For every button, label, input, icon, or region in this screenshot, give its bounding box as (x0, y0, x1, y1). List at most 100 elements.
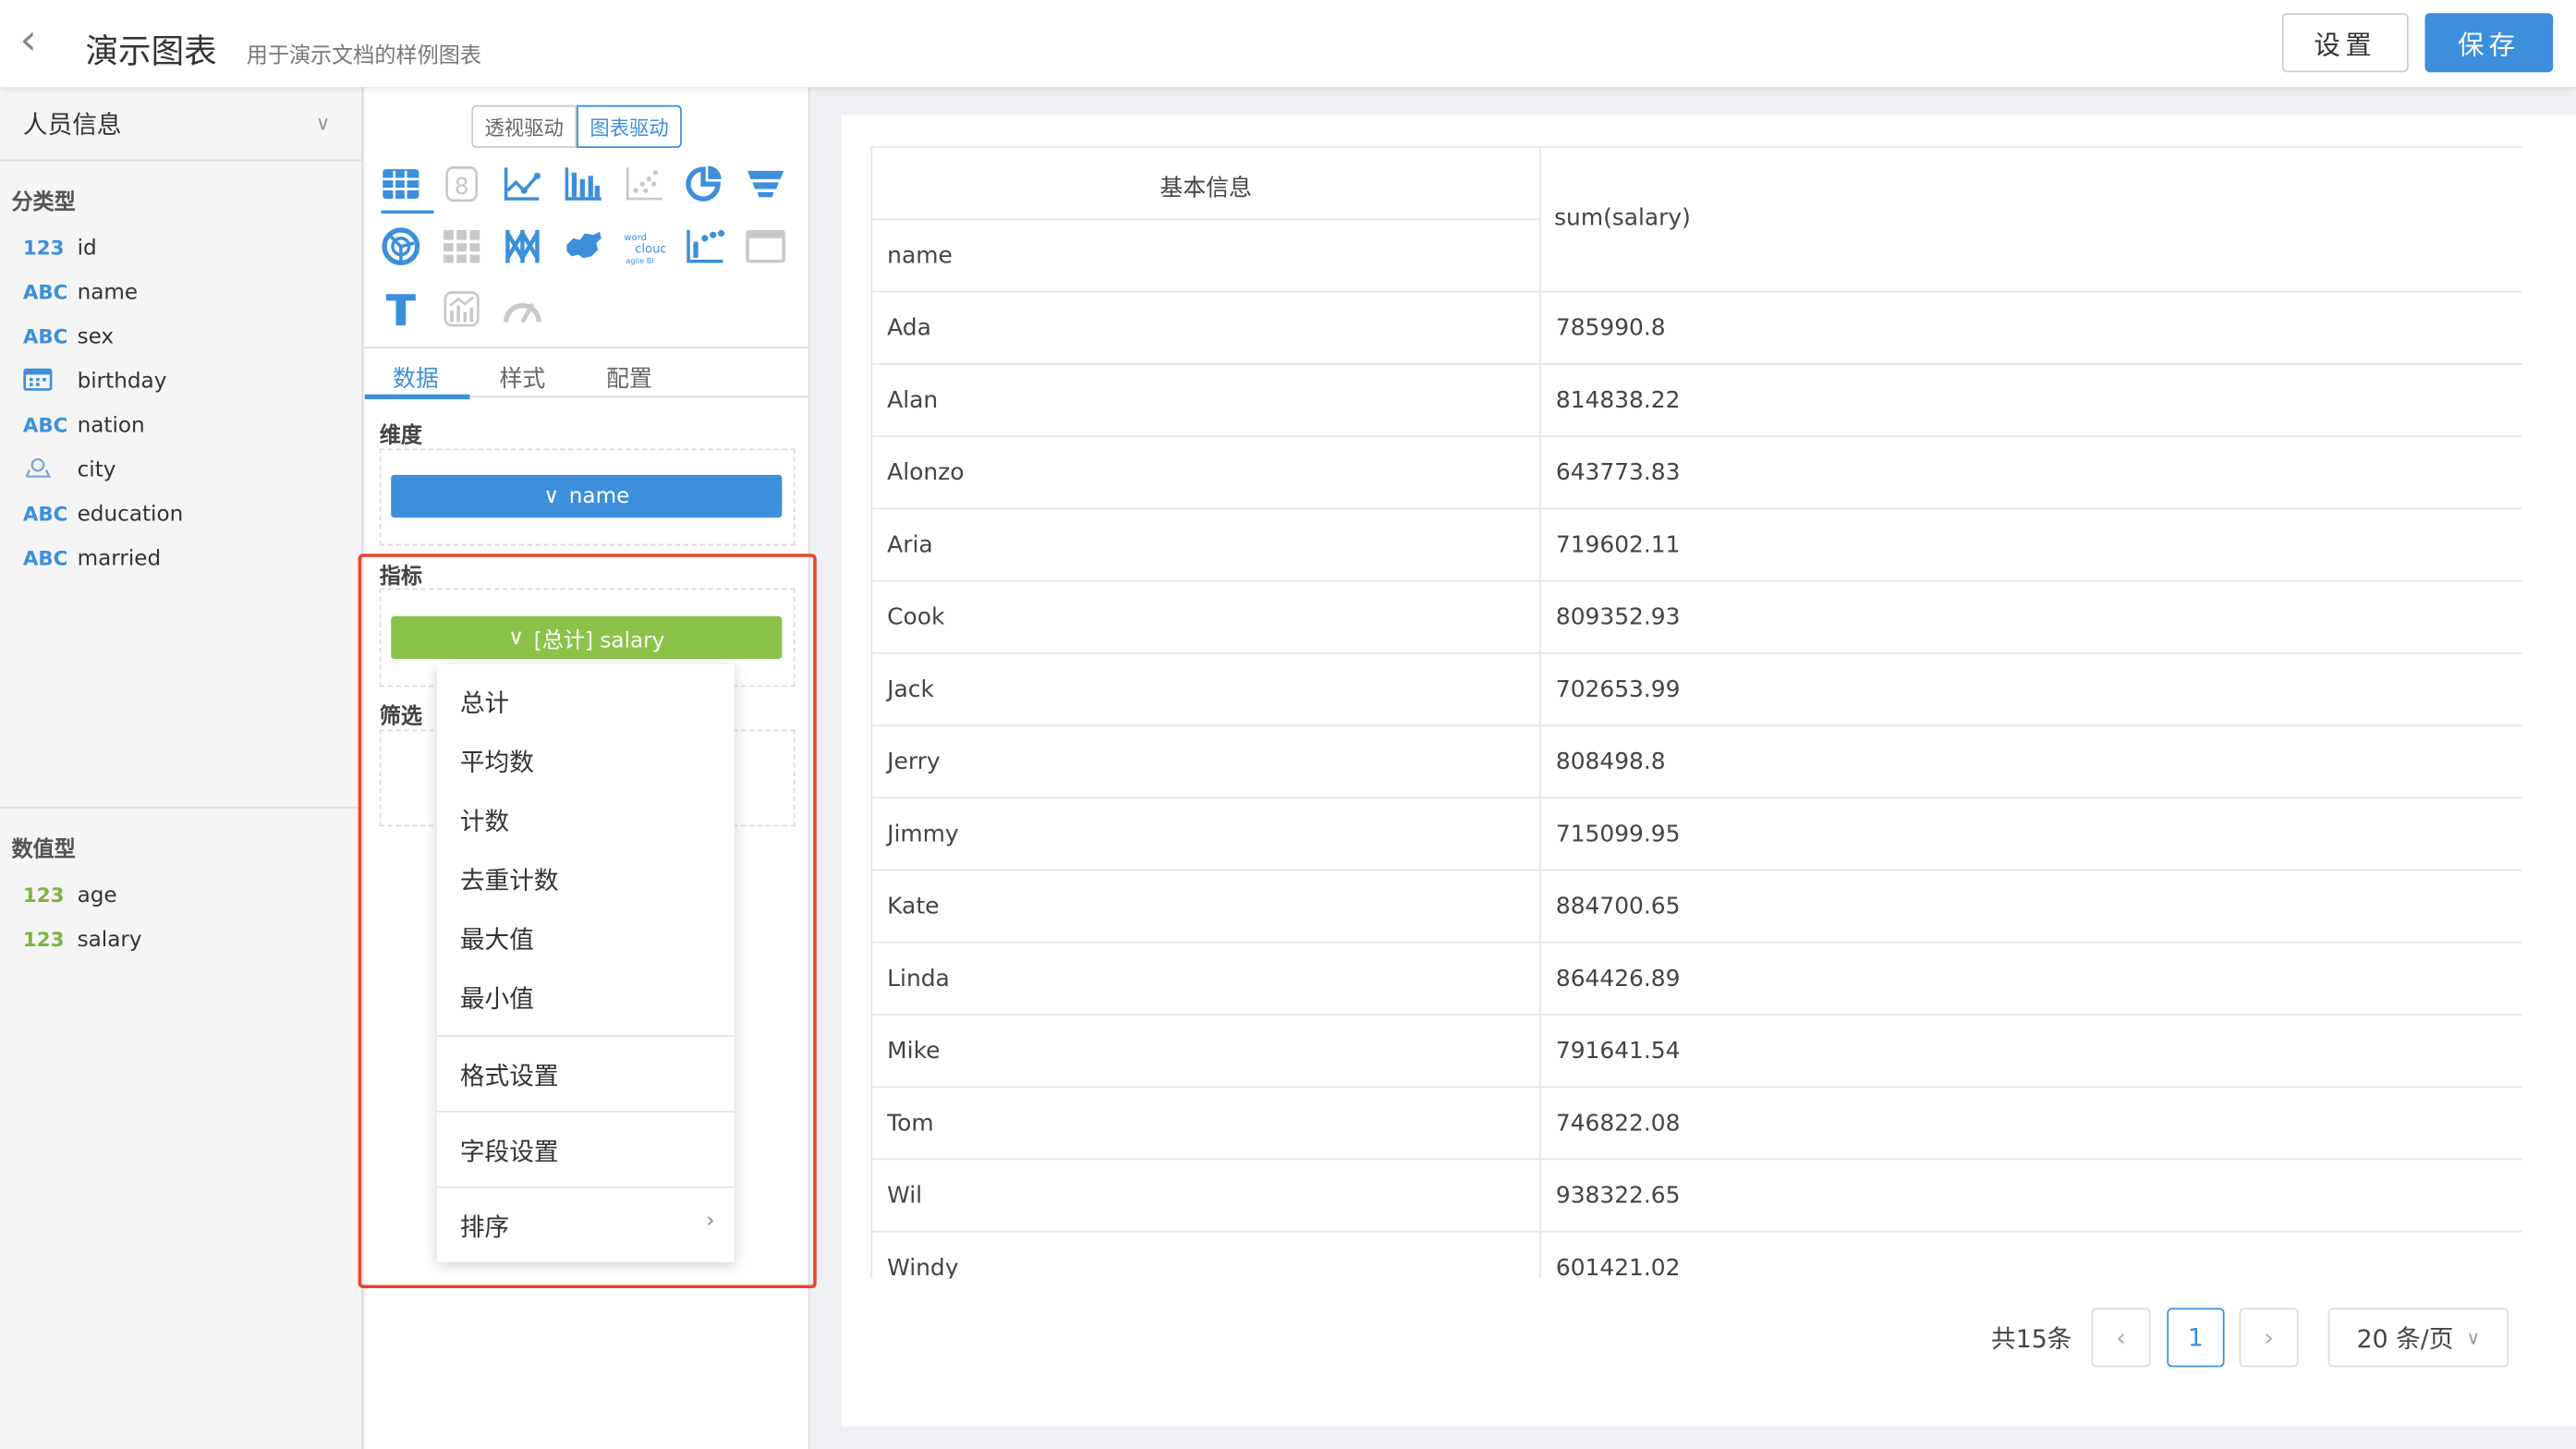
field-item-salary[interactable]: 123 salary (23, 923, 142, 956)
highlight-box (358, 554, 817, 1289)
menu-item-aggregation[interactable]: 计数 (459, 807, 510, 837)
field-item-birthday[interactable]: birthday (23, 365, 166, 398)
word-cloud-icon[interactable]: word cloud agile BI (623, 225, 666, 268)
dimension-pill[interactable]: ∨ name (391, 474, 783, 518)
chevron-down-icon: ∨ (315, 111, 331, 135)
tab-style[interactable]: 样式 (499, 366, 546, 393)
page-size-select[interactable]: 20 条/页 ∨ (2327, 1308, 2509, 1368)
heatmap-icon[interactable] (441, 225, 483, 268)
cell-name: Mike (887, 1038, 941, 1065)
column-header-sum-salary[interactable]: sum(salary) (1554, 205, 1691, 232)
settings-button[interactable]: 设置 (2281, 13, 2409, 73)
back-chevron-icon[interactable]: ‹ (19, 16, 37, 67)
cell-salary: 746822.08 (1555, 1110, 1681, 1138)
field-item-age[interactable]: 123 age (23, 879, 117, 912)
prev-page-button[interactable]: ‹ (2091, 1308, 2151, 1368)
text-icon[interactable] (380, 287, 422, 330)
funnel-icon[interactable] (744, 163, 786, 205)
china-map-icon[interactable] (562, 225, 604, 268)
field-item-sex[interactable]: ABC sex (23, 321, 114, 354)
field-type-badge: ABC (22, 414, 68, 437)
measure-pill[interactable]: ∨ [总计] salary (391, 615, 783, 660)
table-row: Linda 864426.89 (872, 944, 2522, 1016)
dimension-label: 维度 (379, 423, 422, 449)
menu-item-aggregation[interactable]: 去重计数 (459, 866, 559, 896)
field-name: city (77, 457, 116, 482)
bar-chart-icon[interactable] (562, 163, 604, 205)
field-type-badge: 123 (22, 883, 65, 907)
chart-drive-option[interactable]: 图表驱动 (577, 104, 682, 149)
dataset-select[interactable]: 人员信息 ∨ (0, 87, 363, 162)
next-page-button[interactable]: › (2239, 1308, 2299, 1368)
pivot-drive-option[interactable]: 透视驱动 (471, 104, 577, 149)
field-type-badge: ABC (22, 503, 68, 526)
menu-item-field[interactable]: 字段设置 (459, 1137, 559, 1167)
page-subtitle: 用于演示文档的样例图表 (246, 44, 482, 69)
menu-divider (436, 1186, 735, 1188)
menu-item-aggregation[interactable]: 最小值 (459, 984, 534, 1015)
menu-item-sort[interactable]: 排序 › (460, 1210, 715, 1244)
cell-name: Cook (887, 604, 945, 631)
table-row: Aria 719602.11 (872, 509, 2522, 582)
field-type-badge: 123 (22, 928, 65, 952)
cell-name: Kate (887, 894, 940, 920)
number-card-icon[interactable]: 8 (441, 163, 483, 205)
field-item-id[interactable]: 123 id (23, 232, 97, 265)
table-row: Jerry 808498.8 (872, 726, 2522, 799)
tab-data[interactable]: 数据 (392, 366, 439, 393)
table-row: Cook 809352.93 (872, 581, 2522, 654)
cell-salary: 601421.02 (1555, 1255, 1681, 1279)
tab-config[interactable]: 配置 (606, 366, 652, 393)
pie-chart-icon[interactable] (684, 163, 726, 205)
table-row: Tom 746822.08 (872, 1088, 2522, 1161)
cell-salary: 702653.99 (1555, 676, 1681, 704)
menu-item-format[interactable]: 格式设置 (459, 1061, 559, 1091)
scatter-icon[interactable] (623, 163, 665, 205)
config-tabs: 数据 样式 配置 (364, 347, 810, 398)
field-name: married (77, 546, 162, 571)
parallel-icon[interactable] (501, 225, 543, 268)
cell-name: Wil (887, 1183, 923, 1210)
field-name: sex (77, 324, 115, 349)
menu-item-aggregation[interactable]: 平均数 (459, 748, 534, 778)
active-tab-underline (364, 394, 470, 400)
page-size-value: 20 条/页 (2356, 1323, 2454, 1354)
line-chart-icon[interactable] (501, 163, 543, 205)
field-type-badge: ABC (22, 325, 68, 348)
combo-chart-icon[interactable] (441, 287, 483, 330)
numeric-group-label: 数值型 (11, 837, 76, 863)
dimension-dropzone[interactable] (379, 448, 796, 546)
categorical-group-label: 分类型 (11, 190, 76, 215)
group-header-text: 基本信息 (1160, 176, 1252, 202)
save-button[interactable]: 保存 (2424, 13, 2554, 73)
radar-icon[interactable] (380, 225, 422, 268)
cell-salary: 864426.89 (1555, 966, 1681, 992)
word-cloud-text: word (625, 233, 647, 243)
field-item-city[interactable]: city (23, 454, 116, 487)
page-1-button[interactable]: 1 (2167, 1308, 2225, 1368)
table-row: Mike 791641.54 (872, 1016, 2522, 1089)
cell-salary: 719602.11 (1555, 532, 1681, 559)
ranking-icon[interactable] (684, 225, 726, 268)
table-row: Alonzo 643773.83 (872, 437, 2522, 510)
field-name: nation (77, 413, 145, 438)
cell-name: Alonzo (887, 459, 965, 487)
field-sidebar: 人员信息 ∨ 分类型 123 id ABC name ABC sex birthday ABC n… (0, 87, 363, 1449)
table-icon[interactable] (380, 163, 422, 205)
chevron-right-icon: › (706, 1209, 715, 1235)
gauge-icon[interactable] (501, 287, 543, 330)
field-item-married[interactable]: ABC married (23, 542, 161, 576)
menu-item-aggregation[interactable]: 最大值 (459, 925, 534, 956)
field-item-education[interactable]: ABC education (23, 498, 183, 531)
svg-text:8: 8 (455, 173, 469, 200)
field-item-name[interactable]: ABC name (23, 276, 138, 310)
column-header-name[interactable]: name (887, 243, 953, 270)
cell-salary: 715099.95 (1555, 822, 1681, 848)
cell-salary: 643773.83 (1555, 459, 1681, 487)
chevron-down-icon: ∨ (2466, 1326, 2481, 1348)
field-name: id (77, 236, 97, 261)
chevron-down-icon: ∨ (508, 625, 525, 651)
frame-icon[interactable] (744, 225, 786, 268)
menu-item-aggregation[interactable]: 总计 (459, 688, 510, 719)
field-item-nation[interactable]: ABC nation (23, 409, 145, 443)
